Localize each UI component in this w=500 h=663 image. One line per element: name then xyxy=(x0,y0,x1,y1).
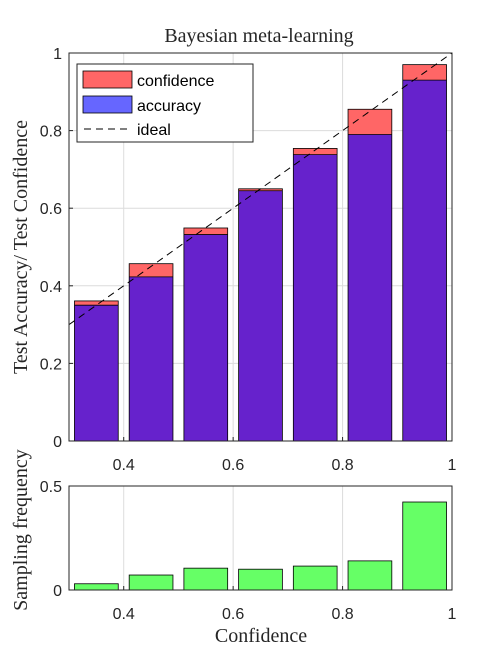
top-y-tick-label: 1 xyxy=(53,46,62,63)
legend: confidence accuracy ideal xyxy=(76,63,254,143)
bottom-x-tick-label: 0.4 xyxy=(113,606,135,623)
top-y-axis-label: Test Accuracy/ Test Confidence xyxy=(10,120,32,374)
top-y-tick-label: 0.8 xyxy=(40,124,62,141)
bottom-axes-box xyxy=(68,485,453,591)
top-x-tick-label: 0.8 xyxy=(331,457,353,474)
bottom-bars xyxy=(74,501,447,591)
chart-title: Bayesian meta-learning xyxy=(164,25,353,47)
frequency-bar xyxy=(183,567,229,591)
calibration-chart: Bayesian meta-learning 0.4 0.6 0.8 100.20.4… xyxy=(10,25,457,474)
frequency-bar xyxy=(402,501,447,591)
legend-swatch-confidence xyxy=(82,70,133,89)
top-y-tick-label: 0.6 xyxy=(40,201,62,218)
accuracy-bar xyxy=(293,154,338,441)
accuracy-bar xyxy=(74,305,119,441)
bottom-x-tick-label: 0.6 xyxy=(222,606,244,623)
top-x-tick-label: 0.4 xyxy=(113,457,135,474)
legend-label-ideal: ideal xyxy=(137,122,171,139)
accuracy-bar xyxy=(348,134,392,442)
top-y-tick-label: 0 xyxy=(53,434,62,451)
bottom-y-tick-label: 0 xyxy=(53,583,62,600)
bottom-y-tick-label: 0.5 xyxy=(40,479,62,496)
legend-label-confidence: confidence xyxy=(137,73,214,90)
accuracy-bar xyxy=(129,276,173,441)
frequency-bar xyxy=(238,568,283,591)
top-y-tick-label: 0.4 xyxy=(40,279,62,296)
bottom-y-axis-label: Sampling frequency xyxy=(10,449,32,611)
legend-swatch-accuracy xyxy=(82,95,133,114)
accuracy-bar xyxy=(183,234,228,441)
top-y-tick-label: 0.2 xyxy=(40,356,62,373)
top-axes-box xyxy=(68,52,453,442)
ideal-line xyxy=(68,52,453,326)
frequency-bar xyxy=(292,565,338,591)
bottom-x-tick-label: 1 xyxy=(448,606,457,623)
bottom-ticks: 0.4 0.6 0.8 1 0 0.5 xyxy=(40,479,457,623)
frequency-bar xyxy=(74,583,119,591)
accuracy-bar xyxy=(402,80,447,441)
top-x-tick-label: 0.6 xyxy=(222,457,244,474)
bottom-x-axis-label: Confidence xyxy=(215,625,307,647)
bottom-x-tick-label: 0.8 xyxy=(331,606,353,623)
frequency-bar xyxy=(128,574,174,591)
legend-label-accuracy: accuracy xyxy=(137,98,201,115)
frequency-chart: 0.4 0.6 0.8 1 0 0.5 Sampling frequency Confid… xyxy=(10,449,457,647)
frequency-bar xyxy=(347,560,393,591)
top-bars xyxy=(74,64,447,442)
accuracy-bar xyxy=(238,190,283,441)
top-x-tick-label: 1 xyxy=(448,457,457,474)
top-ticks: 0.4 0.6 0.8 1 0 0.2 0.4 0.6 0.8 1 xyxy=(40,46,457,474)
